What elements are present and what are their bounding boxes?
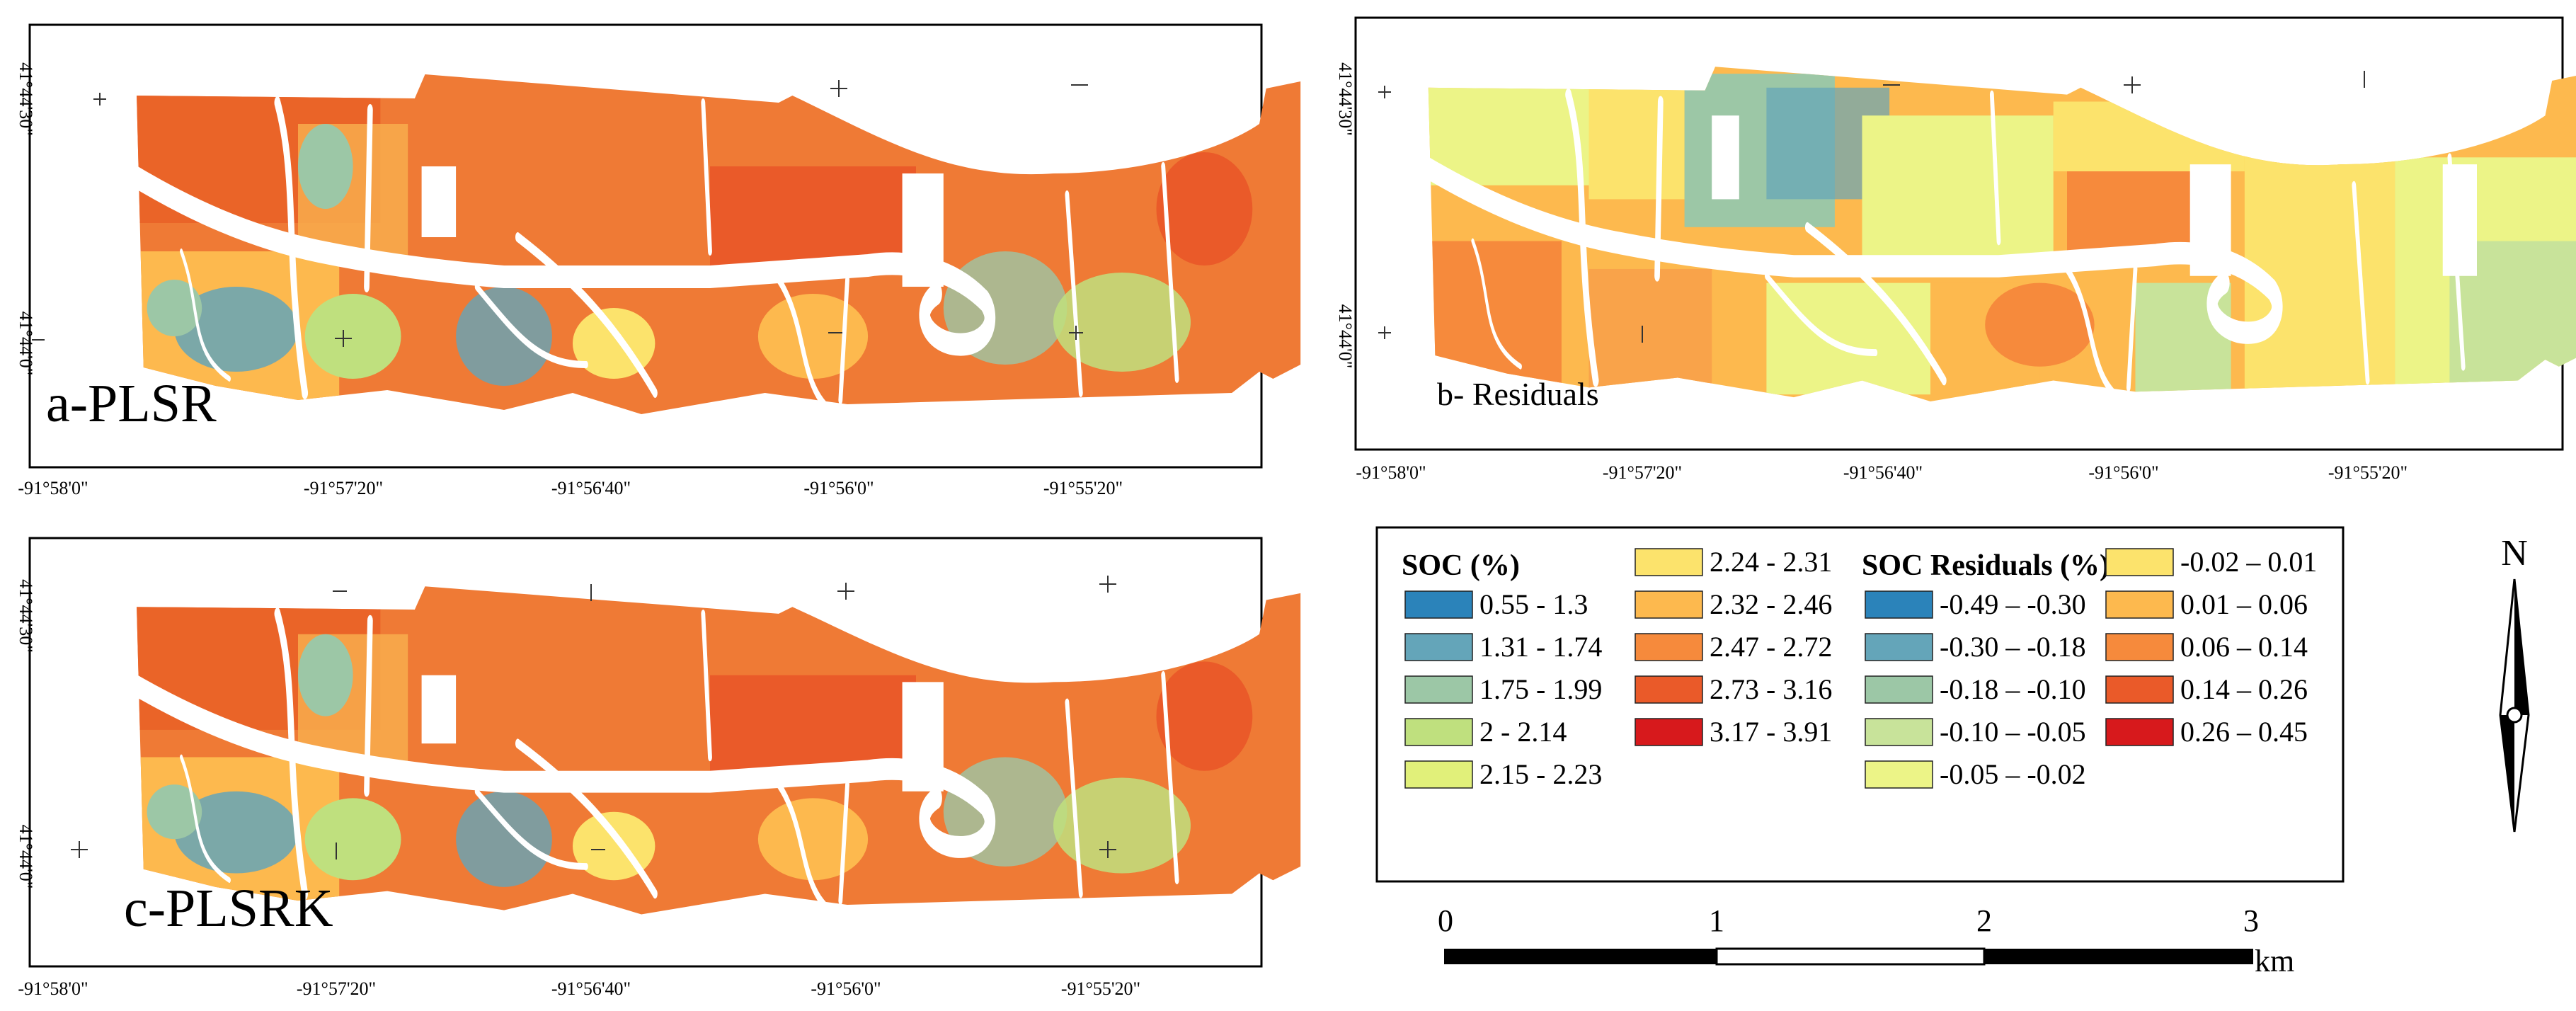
panel-c-lon-label: -91°58'0" — [18, 978, 88, 999]
panel-b-residuals-map — [1354, 16, 2576, 451]
soc-class-label: 1.75 - 1.99 — [1479, 673, 1602, 705]
soc-class-swatch — [1635, 633, 1703, 661]
panel-b-lon-labels: -91°58'0" -91°57'20" -91°56'40" -91°56'0… — [1356, 462, 2408, 483]
scale-segment-0-1 — [1444, 949, 1717, 964]
residual-class-label: 0.06 – 0.14 — [2180, 631, 2308, 663]
panel-a-lon-label: -91°58'0" — [18, 478, 88, 498]
legend: SOC (%) SOC Residuals (%) 0.55 - 1.3 1.31… — [1375, 526, 2345, 883]
panel-b-graticule — [1378, 71, 2365, 343]
scale-label: 1 — [1709, 903, 1724, 938]
soc-class-swatch — [1404, 590, 1473, 619]
panel-a-title: a-PLSR — [46, 374, 217, 433]
panel-a-plsr-map — [28, 23, 1301, 469]
panel-b-lon-label: -91°55'20" — [2328, 462, 2408, 483]
residual-class-swatch — [1865, 675, 1933, 704]
panel-a-lon-label: -91°55'20" — [1043, 478, 1123, 498]
north-label: N — [2501, 533, 2528, 573]
panel-a-lon-label: -91°56'40" — [551, 478, 631, 498]
scale-unit: km — [2255, 944, 2294, 978]
residual-class-label: 0.26 – 0.45 — [2180, 716, 2308, 748]
scale-label: 2 — [1976, 903, 1992, 938]
scale-label: 3 — [2243, 903, 2259, 938]
soc-class-label: 2.24 - 2.31 — [1710, 546, 1832, 578]
soc-class-label: 1.31 - 1.74 — [1479, 631, 1602, 663]
soc-class-swatch — [1635, 718, 1703, 746]
soc-class-label: 2.32 - 2.46 — [1710, 588, 1832, 620]
panel-b-lat-label: 41°44'30" — [1335, 62, 1356, 136]
panel-c-lat-label: 41°44'30" — [16, 579, 36, 653]
panel-c-plsrk-map — [28, 537, 1301, 968]
panel-a-graticule — [32, 80, 1088, 347]
soc-class-swatch — [1404, 675, 1473, 704]
soc-class-label: 2 - 2.14 — [1479, 716, 1567, 748]
panel-b-lon-label: -91°58'0" — [1356, 462, 1426, 483]
panel-c-title: c-PLSRK — [124, 879, 333, 938]
soc-class-label: 0.55 - 1.3 — [1479, 588, 1588, 620]
residual-class-swatch — [2105, 633, 2174, 661]
scale-label: 0 — [1438, 903, 1453, 938]
panel-c-lat-label: 41°44'0" — [16, 825, 36, 889]
scale-bar: 0 1 2 3 km — [1438, 903, 2294, 978]
panel-a-lon-label: -91°56'0" — [803, 478, 874, 498]
residual-class-swatch — [1865, 760, 1933, 789]
soc-class-label: 2.73 - 3.16 — [1710, 673, 1832, 705]
panel-a-lon-labels: -91°58'0" -91°57'20" -91°56'40" -91°56'0… — [18, 478, 1123, 498]
residual-class-label: 0.14 – 0.26 — [2180, 673, 2308, 705]
scale-labels: 0 1 2 3 — [1438, 903, 2259, 938]
residual-class-label: -0.10 – -0.05 — [1940, 716, 2086, 748]
soc-class-swatch — [1635, 590, 1703, 619]
residual-class-label: -0.05 – -0.02 — [1940, 758, 2086, 790]
residual-class-swatch — [2105, 590, 2174, 619]
soc-class-label: 3.17 - 3.91 — [1710, 716, 1832, 748]
panel-b-lat-labels: 41°44'30" 41°44'0" — [1335, 62, 1356, 368]
soc-class-swatch — [1404, 760, 1473, 789]
north-arrow: N — [2499, 533, 2530, 833]
panel-a-lon-label: -91°57'20" — [304, 478, 383, 498]
panel-c-lon-label: -91°55'20" — [1061, 978, 1140, 999]
panel-b-title: b- Residuals — [1437, 376, 1599, 412]
panel-c-lon-labels: -91°58'0" -91°57'20" -91°56'40" -91°56'0… — [18, 978, 1140, 999]
legend-items: 0.55 - 1.3 1.31 - 1.74 1.75 - 1.99 2 - 2.14… — [1404, 546, 2317, 790]
panel-a-lat-label: 41°44'30" — [16, 62, 36, 136]
residual-class-swatch — [1865, 718, 1933, 746]
panel-c-graticule — [71, 576, 1116, 859]
residual-class-label: -0.30 – -0.18 — [1940, 631, 2086, 663]
soc-class-label: 2.47 - 2.72 — [1710, 631, 1832, 663]
panel-c-field — [130, 586, 1301, 914]
panel-a-lat-labels: 41°44'30" 41°44'0" — [16, 62, 36, 375]
soc-class-swatch — [1635, 548, 1703, 576]
panel-a-lat-label: 41°44'0" — [16, 312, 36, 376]
north-arrow-center — [2506, 707, 2523, 724]
soc-class-swatch — [1635, 675, 1703, 704]
panel-b-lon-label: -91°56'0" — [2088, 462, 2158, 483]
legend-frame — [1375, 526, 2345, 883]
north-arrow-shade-lower — [2500, 715, 2514, 832]
north-arrow-shade — [2514, 579, 2529, 715]
scale-segment-2-3 — [1984, 949, 2253, 964]
residual-class-swatch — [1865, 633, 1933, 661]
panel-b-lon-label: -91°57'20" — [1603, 462, 1682, 483]
legend-residuals-heading: SOC Residuals (%) — [1862, 549, 2110, 582]
residual-class-swatch — [2105, 675, 2174, 704]
scale-segment-1-2 — [1715, 947, 1986, 966]
residual-class-label: -0.18 – -0.10 — [1940, 673, 2086, 705]
panel-b-lat-label: 41°44'0" — [1335, 304, 1356, 369]
residual-class-label: -0.02 – 0.01 — [2180, 546, 2317, 578]
legend-soc-heading: SOC (%) — [1402, 549, 1520, 582]
soc-class-swatch — [1404, 718, 1473, 746]
residual-class-swatch — [2105, 718, 2174, 746]
soc-class-label: 2.15 - 2.23 — [1479, 758, 1602, 790]
panel-c-lon-label: -91°57'20" — [297, 978, 376, 999]
residual-class-swatch — [1865, 590, 1933, 619]
panel-b-lon-label: -91°56'40" — [1843, 462, 1923, 483]
residual-class-label: 0.01 – 0.06 — [2180, 588, 2308, 620]
panel-c-lon-label: -91°56'40" — [551, 978, 631, 999]
residual-class-swatch — [2105, 548, 2174, 576]
panel-c-lat-labels: 41°44'30" 41°44'0" — [16, 579, 36, 889]
soc-class-swatch — [1404, 633, 1473, 661]
panel-c-lon-label: -91°56'0" — [811, 978, 881, 999]
residual-class-label: -0.49 – -0.30 — [1940, 588, 2086, 620]
